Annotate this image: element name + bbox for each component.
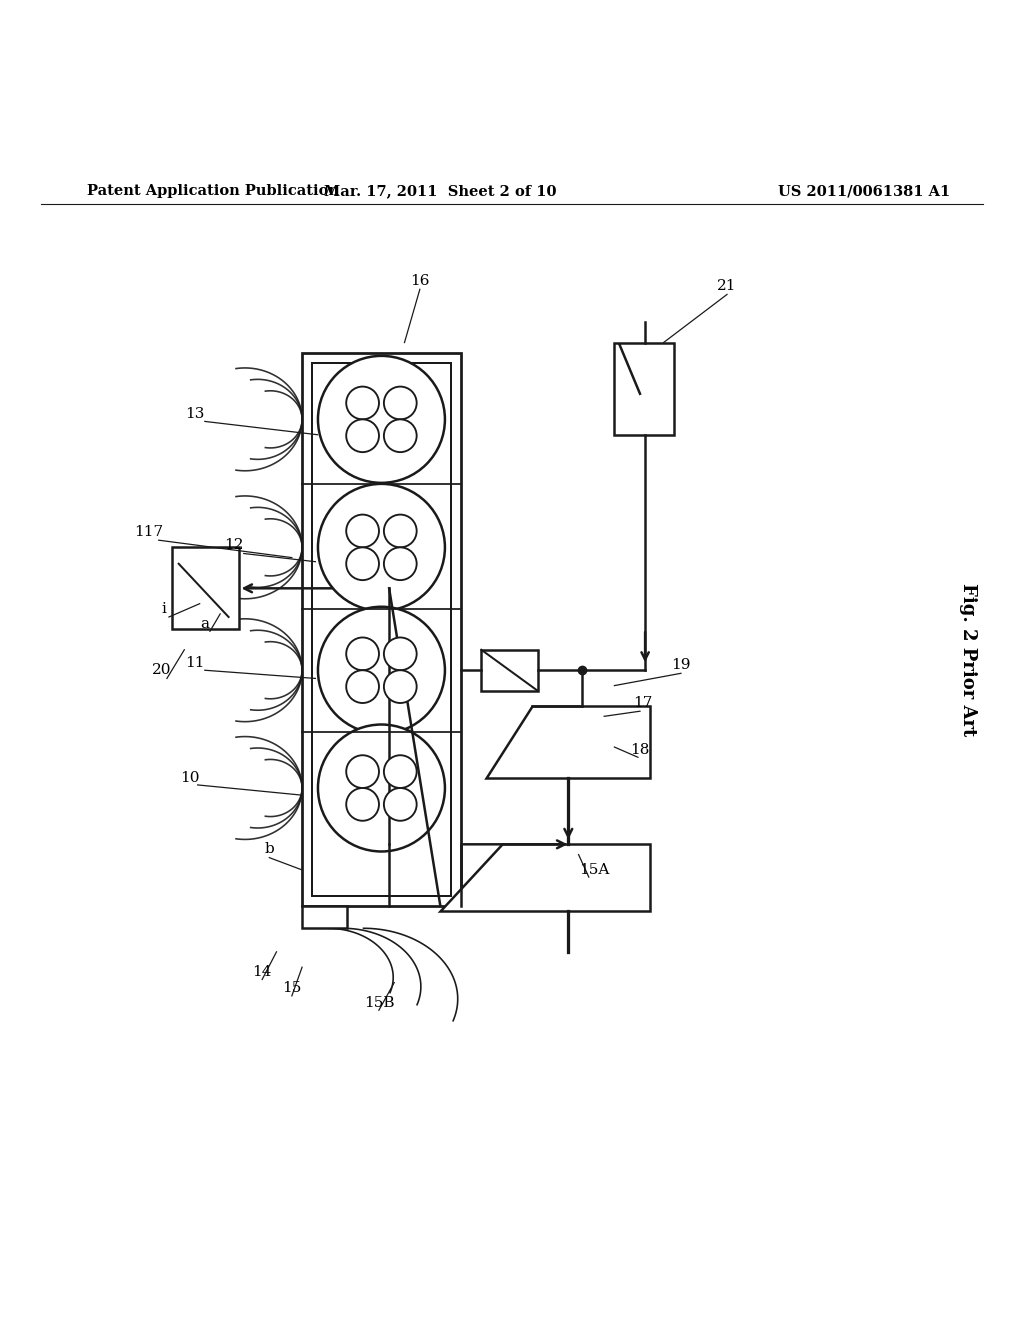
Text: 15B: 15B	[364, 997, 394, 1010]
Circle shape	[384, 515, 417, 548]
Text: 12: 12	[223, 539, 244, 552]
Bar	[312, 363, 451, 895]
Circle shape	[346, 671, 379, 704]
Polygon shape	[440, 845, 650, 911]
Bar	[614, 343, 674, 434]
Bar	[172, 548, 239, 630]
Text: 117: 117	[134, 525, 163, 539]
Bar	[302, 352, 461, 906]
Circle shape	[384, 788, 417, 821]
Circle shape	[317, 725, 444, 851]
Text: US 2011/0061381 A1: US 2011/0061381 A1	[778, 183, 950, 198]
Bar	[481, 649, 538, 690]
Text: 21: 21	[717, 280, 737, 293]
Polygon shape	[486, 706, 650, 777]
Text: 17: 17	[634, 696, 652, 710]
Circle shape	[346, 548, 379, 579]
Circle shape	[317, 356, 444, 483]
Circle shape	[384, 387, 417, 420]
Text: 10: 10	[179, 771, 200, 785]
Text: i: i	[162, 602, 166, 616]
Text: a: a	[201, 618, 209, 631]
Text: 15A: 15A	[579, 863, 609, 876]
Text: 15: 15	[283, 981, 301, 995]
Circle shape	[384, 755, 417, 788]
Circle shape	[384, 548, 417, 579]
Circle shape	[317, 607, 444, 734]
Bar	[302, 906, 346, 928]
Text: 13: 13	[185, 408, 204, 421]
Circle shape	[384, 420, 417, 453]
Text: 19: 19	[671, 659, 691, 672]
Text: 20: 20	[152, 663, 172, 677]
Circle shape	[346, 638, 379, 671]
Circle shape	[346, 788, 379, 821]
Text: 18: 18	[631, 743, 649, 758]
Text: Fig. 2 Prior Art: Fig. 2 Prior Art	[958, 583, 977, 737]
Circle shape	[346, 387, 379, 420]
Circle shape	[384, 638, 417, 671]
Text: 14: 14	[252, 965, 272, 979]
Text: Patent Application Publication: Patent Application Publication	[87, 183, 339, 198]
Text: 11: 11	[184, 656, 205, 671]
Text: b: b	[264, 842, 274, 857]
Text: Mar. 17, 2011  Sheet 2 of 10: Mar. 17, 2011 Sheet 2 of 10	[324, 183, 557, 198]
Circle shape	[346, 515, 379, 548]
Circle shape	[317, 484, 444, 611]
Circle shape	[384, 671, 417, 704]
Circle shape	[346, 420, 379, 453]
Text: 16: 16	[410, 275, 430, 288]
Circle shape	[346, 755, 379, 788]
